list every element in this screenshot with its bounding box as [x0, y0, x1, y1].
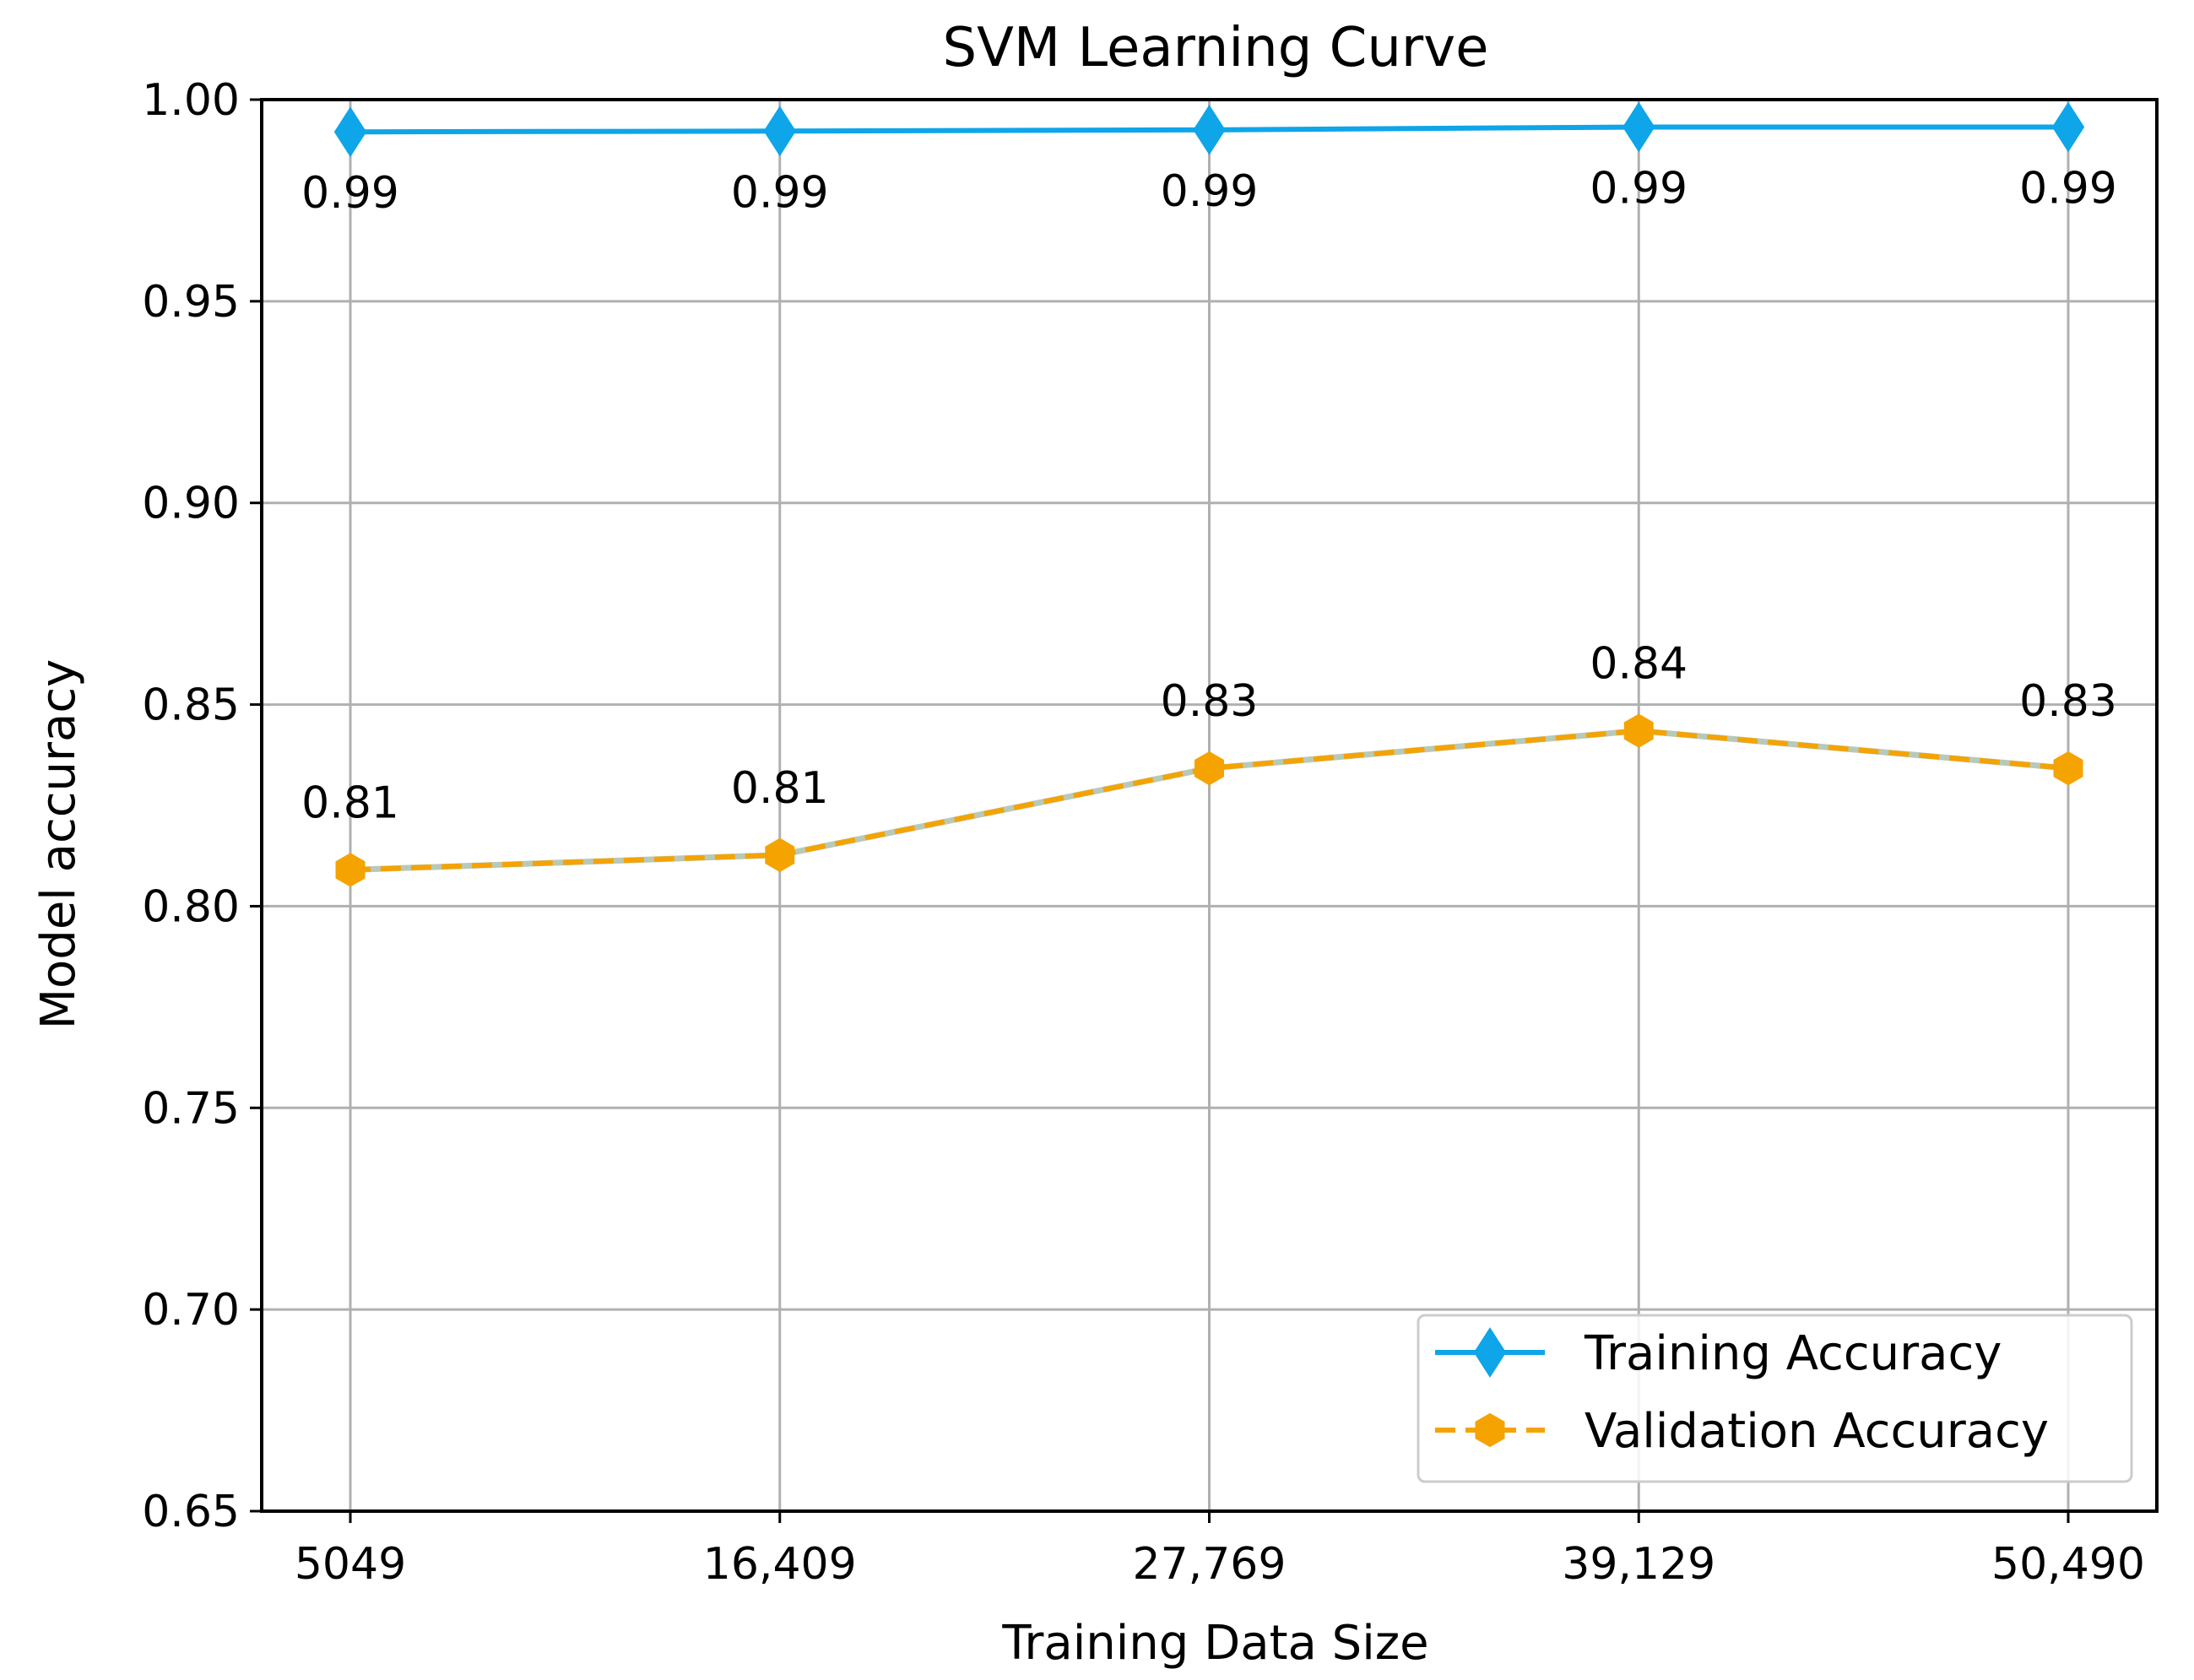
training-accuracy-data-label: 0.99 [301, 168, 399, 219]
y-tick-label: 0.95 [142, 277, 240, 328]
grid-lines [262, 98, 2157, 1513]
x-tick-label: 16,409 [703, 1539, 857, 1590]
validation-accuracy-data-label: 0.81 [301, 778, 399, 828]
validation-accuracy-data-label: 0.83 [2019, 676, 2117, 727]
y-tick-label: 0.75 [142, 1083, 240, 1134]
data-labels: 0.99 0.99 0.99 0.99 0.99 0.81 0.81 0.83 0.84 0.83 [301, 163, 2117, 828]
legend-marker-training-accuracy [1473, 1327, 1507, 1378]
validation-accuracy-point [335, 853, 366, 887]
x-axis-title: Training Data Size [1001, 1616, 1428, 1671]
legend-label-training-accuracy: Training Accuracy [1584, 1326, 2002, 1381]
y-tick-label: 0.70 [142, 1285, 240, 1336]
y-tick-label: 1.00 [142, 75, 240, 126]
validation-accuracy-point [2053, 751, 2083, 786]
legend-label-validation-accuracy: Validation Accuracy [1585, 1404, 2049, 1459]
legend: Training Accuracy Validation Accuracy [1417, 1314, 2133, 1483]
validation-accuracy-point [765, 837, 795, 872]
y-tick-label: 0.90 [142, 479, 240, 529]
training-accuracy-point [1622, 101, 1655, 153]
series-layer [333, 101, 2085, 887]
training-accuracy-data-label: 0.99 [2019, 163, 2117, 214]
plot-frame [260, 98, 2159, 1513]
validation-accuracy-point [1195, 751, 1224, 786]
training-accuracy-point [2051, 101, 2085, 153]
y-tick-label: 0.80 [142, 881, 240, 932]
training-accuracy-point [333, 106, 367, 158]
training-accuracy-point [1193, 104, 1226, 155]
x-tick-label: 39,129 [1562, 1539, 1715, 1590]
training-accuracy-data-label: 0.99 [1590, 163, 1687, 214]
y-axis-title: Model accuracy [31, 659, 86, 1030]
legend-marker-validation-accuracy [1475, 1412, 1505, 1448]
x-tick-label: 27,769 [1133, 1539, 1287, 1590]
x-tick-label: 5049 [295, 1539, 406, 1590]
y-tick-label: 0.65 [142, 1487, 240, 1537]
chart-title: SVM Learning Curve [943, 17, 1489, 79]
training-accuracy-data-label: 0.99 [731, 167, 829, 218]
axes: 0.65 0.70 0.75 0.80 0.85 0.90 0.95 1.00 5049 16,4… [142, 75, 2159, 1590]
training-accuracy-data-label: 0.99 [1161, 166, 1259, 217]
legend-box [1417, 1314, 2133, 1483]
x-tick-label: 50,490 [1991, 1539, 2145, 1590]
validation-accuracy-point [1623, 713, 1654, 748]
validation-accuracy-data-label: 0.84 [1590, 639, 1687, 690]
y-tick-label: 0.85 [142, 680, 240, 731]
training-accuracy-point [763, 106, 796, 157]
validation-accuracy-data-label: 0.83 [1161, 676, 1259, 727]
validation-accuracy-data-label: 0.81 [731, 763, 829, 814]
